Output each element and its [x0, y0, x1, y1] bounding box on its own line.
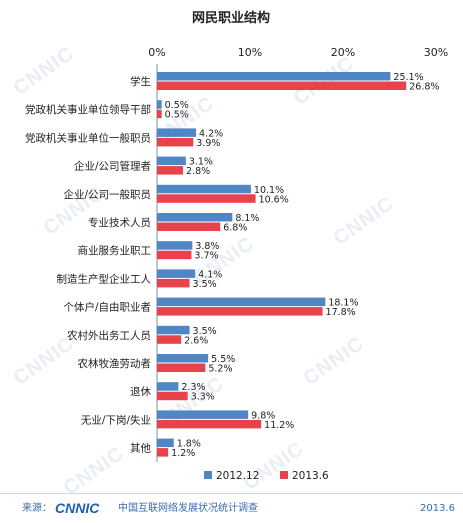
category-label: 专业技术人员 — [88, 216, 151, 229]
bar-2012-12 — [157, 354, 209, 363]
x-tick-label: 10% — [238, 46, 262, 59]
category-label: 制造生产型企业工人 — [57, 272, 152, 285]
bar-2013-6 — [157, 194, 256, 203]
bar-2012-12 — [157, 410, 249, 419]
bar-2013-6 — [157, 335, 182, 344]
bar-2012-12 — [157, 325, 190, 335]
bar-2013-6 — [157, 391, 188, 401]
data-label: 10.6% — [259, 194, 289, 205]
data-label: 26.8% — [409, 82, 439, 93]
category-label: 其他 — [130, 442, 151, 455]
bar-2013-6 — [157, 363, 206, 372]
bar-2013-6 — [157, 250, 192, 260]
legend-label-2013-6: 2013.6 — [292, 470, 329, 482]
data-label: 0.5% — [165, 100, 189, 111]
data-label: 10.1% — [254, 185, 284, 196]
legend-swatch-2013-6 — [280, 471, 288, 479]
category-label: 企业/公司一般职员 — [63, 188, 151, 201]
data-label: 3.5% — [193, 326, 217, 337]
bar-2012-12 — [157, 213, 233, 222]
data-label: 4.2% — [199, 128, 223, 139]
legend-swatch-2012-12 — [204, 471, 212, 479]
bar-2012-12 — [157, 382, 179, 391]
category-label: 退休 — [130, 386, 151, 398]
bar-2012-12 — [157, 438, 174, 448]
data-label: 3.3% — [191, 392, 215, 403]
data-label: 11.2% — [264, 420, 294, 431]
data-label: 0.5% — [165, 110, 189, 121]
category-label: 农村外出务工人员 — [67, 329, 151, 342]
bar-2013-6 — [157, 109, 162, 119]
data-label: 25.1% — [393, 72, 423, 83]
bar-2013-6 — [157, 278, 190, 288]
bar-2013-6 — [157, 137, 194, 147]
bar-2012-12 — [157, 128, 197, 137]
data-label: 3.8% — [195, 241, 219, 252]
data-label: 2.6% — [184, 335, 208, 346]
data-label: 18.1% — [328, 298, 358, 309]
footer-divider — [0, 493, 463, 494]
category-label: 党政机关事业单位领导干部 — [25, 103, 151, 116]
data-label: 3.9% — [196, 138, 220, 149]
data-label: 3.1% — [189, 157, 213, 168]
category-label: 农林牧渔劳动者 — [78, 357, 152, 370]
footer-date: 2013.6 — [420, 503, 455, 514]
category-label: 商业服务业职工 — [78, 244, 152, 257]
legend-label-2012-12: 2012.12 — [216, 470, 259, 482]
x-tick-label: 30% — [424, 46, 448, 59]
bar-2013-6 — [157, 81, 407, 90]
bar-2013-6 — [157, 307, 323, 316]
data-label: 2.3% — [181, 382, 205, 393]
bar-2013-6 — [157, 448, 169, 457]
data-label: 4.1% — [198, 269, 222, 280]
category-label: 个体户/自由职业者 — [63, 301, 151, 314]
bar-2013-6 — [157, 222, 221, 231]
footer-source-label: 来源： — [22, 501, 52, 514]
x-tick-label: 20% — [331, 46, 355, 59]
category-label: 学生 — [130, 75, 151, 88]
x-tick-label: 0% — [148, 46, 165, 59]
data-label: 8.1% — [235, 213, 259, 224]
bar-2012-12 — [157, 184, 251, 194]
data-label: 5.2% — [208, 364, 232, 375]
bar-2012-12 — [157, 297, 326, 307]
bar-2012-12 — [157, 100, 162, 109]
data-label: 5.5% — [211, 354, 235, 365]
bar-2013-6 — [157, 166, 184, 175]
category-label: 无业/下岗/失业 — [81, 413, 151, 426]
cnnic-logo: CNNIC — [55, 500, 100, 516]
bar-2012-12 — [157, 156, 186, 166]
category-label: 党政机关事业单位一般职员 — [25, 131, 151, 144]
data-label: 3.5% — [193, 279, 217, 290]
chart-title: 网民职业结构 — [192, 10, 270, 26]
bar-2013-6 — [157, 419, 262, 429]
data-label: 17.8% — [326, 307, 356, 318]
data-label: 1.2% — [171, 448, 195, 459]
data-label: 9.8% — [251, 410, 275, 421]
bar-2012-12 — [157, 72, 391, 81]
data-label: 6.8% — [223, 223, 247, 234]
bar-2012-12 — [157, 269, 196, 278]
category-label: 企业/公司管理者 — [74, 160, 151, 173]
footer-survey-name: 中国互联网络发展状况统计调查 — [118, 501, 258, 514]
bar-2012-12 — [157, 241, 193, 250]
data-label: 3.7% — [194, 251, 218, 262]
data-label: 1.8% — [177, 439, 201, 450]
data-label: 2.8% — [186, 166, 210, 177]
